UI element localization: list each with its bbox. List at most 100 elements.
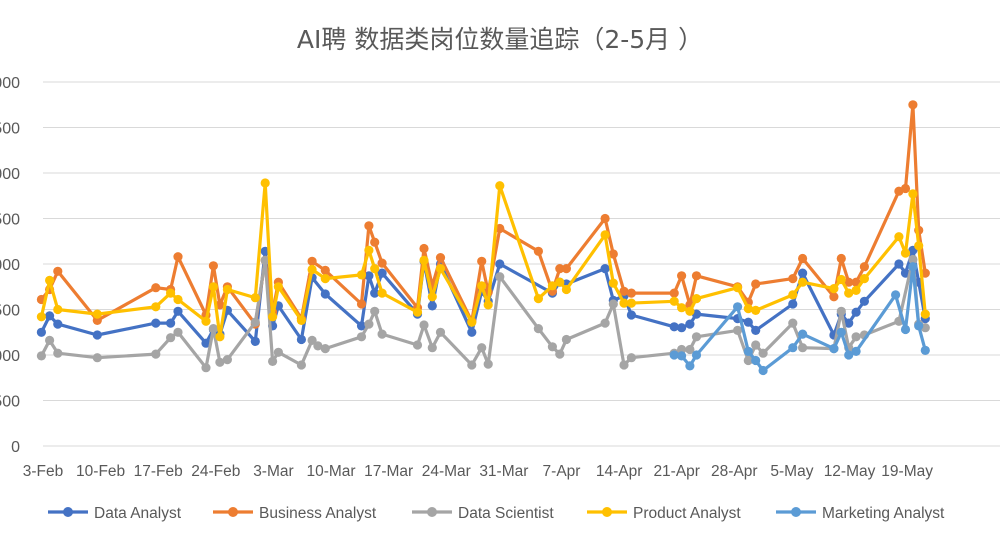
data-point: [250, 293, 260, 303]
data-point: [467, 327, 477, 337]
data-point: [619, 360, 629, 370]
data-point: [356, 321, 367, 331]
data-point: [619, 286, 629, 296]
data-point: [626, 310, 637, 320]
data-point: [36, 351, 47, 361]
data-point: [788, 343, 798, 353]
data-point: [250, 336, 260, 346]
data-point: [844, 350, 854, 360]
data-point: [201, 316, 211, 326]
data-point: [743, 346, 753, 356]
data-point: [920, 309, 930, 319]
legend-item: Data Scientist: [412, 505, 554, 522]
data-point: [467, 317, 477, 327]
legend-swatch-marker: [63, 507, 73, 517]
legend-swatch-marker: [791, 507, 801, 517]
data-point: [250, 317, 260, 327]
data-point: [173, 252, 183, 262]
data-point: [364, 245, 374, 255]
data-point: [307, 264, 317, 275]
data-point: [836, 327, 846, 337]
y-tick-label-2000: 2000: [0, 257, 20, 274]
data-point: [547, 342, 558, 352]
data-point: [751, 305, 761, 315]
data-point: [364, 319, 374, 329]
data-point: [798, 253, 808, 264]
data-point: [435, 327, 446, 337]
data-point: [851, 285, 861, 295]
data-point: [900, 183, 911, 194]
data-point: [483, 300, 493, 310]
data-point: [914, 321, 924, 331]
data-point: [900, 248, 911, 258]
data-point: [908, 100, 918, 110]
data-point: [851, 307, 861, 317]
x-tick-label-31-Mar: 31-Mar: [479, 463, 528, 480]
data-point: [419, 255, 429, 265]
legend-item: Business Analyst: [213, 505, 377, 522]
data-point: [859, 296, 870, 306]
data-point: [268, 312, 278, 322]
data-point: [788, 318, 798, 328]
data-point: [151, 302, 161, 312]
data-point: [798, 268, 808, 278]
series-layer: [36, 100, 930, 376]
data-point: [477, 281, 487, 291]
data-point: [669, 350, 679, 360]
data-point: [733, 325, 743, 335]
data-point: [273, 347, 283, 357]
data-point: [370, 306, 380, 316]
data-point: [851, 346, 861, 356]
chart-title: AI聘 数据类岗位数量追踪（2-5月 ）: [296, 25, 704, 54]
data-point: [412, 307, 423, 317]
data-point: [900, 324, 911, 335]
data-point: [356, 299, 367, 309]
legend-swatch-marker: [427, 507, 437, 517]
data-point: [851, 332, 861, 342]
data-point: [626, 288, 637, 298]
x-tick-label-24-Mar: 24-Mar: [422, 463, 471, 480]
data-point: [201, 363, 211, 373]
data-point: [691, 294, 702, 304]
data-point: [788, 290, 798, 300]
data-point: [307, 335, 317, 345]
data-point: [364, 221, 374, 231]
data-point: [222, 284, 232, 295]
y-tick-label-3000: 3000: [0, 166, 20, 183]
data-point: [836, 253, 846, 264]
data-point: [533, 294, 544, 304]
y-tick-label-1000: 1000: [0, 348, 20, 365]
legend-label: Product Analyst: [633, 505, 741, 522]
data-point: [377, 288, 387, 298]
data-point: [798, 277, 808, 287]
data-point: [296, 334, 306, 345]
data-point: [36, 312, 47, 322]
data-point: [45, 275, 55, 285]
data-point: [677, 303, 687, 313]
data-point: [495, 223, 505, 234]
data-point: [894, 232, 904, 242]
y-tick-label-2500: 2500: [0, 212, 20, 229]
data-point: [92, 315, 102, 325]
legend-item: Product Analyst: [587, 505, 741, 522]
legend-item: Data Analyst: [48, 505, 182, 522]
data-point: [829, 292, 839, 302]
data-point: [483, 359, 493, 369]
data-point: [370, 237, 380, 247]
data-point: [166, 333, 176, 343]
data-point: [208, 261, 218, 271]
data-point: [758, 348, 768, 358]
data-point: [751, 279, 761, 289]
data-point: [859, 274, 870, 284]
data-point: [412, 340, 423, 350]
data-point: [914, 241, 924, 251]
data-point: [320, 274, 330, 284]
data-point: [370, 288, 380, 298]
x-tick-label-19-May: 19-May: [881, 463, 933, 480]
data-point: [495, 272, 505, 282]
data-point: [908, 189, 918, 199]
x-tick-label-24-Feb: 24-Feb: [191, 463, 240, 480]
data-point: [435, 253, 446, 263]
x-tick-label-7-Apr: 7-Apr: [543, 463, 581, 480]
